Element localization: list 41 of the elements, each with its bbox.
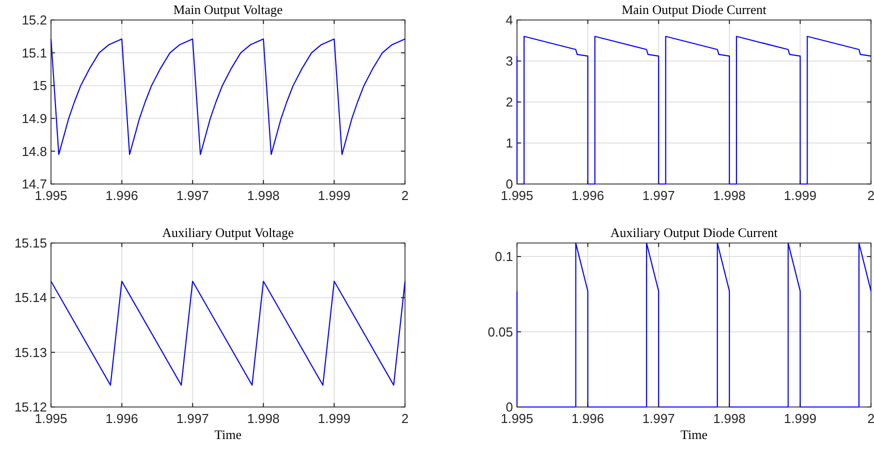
y-tick-label: 15 (32, 78, 47, 94)
chart-title: Auxiliary Output Diode Current (610, 225, 778, 240)
x-tick-label: 1.997 (642, 188, 675, 203)
y-tick-label: 0.05 (488, 324, 513, 340)
x-tick-label: 1.999 (784, 188, 816, 203)
y-tick-label: 3 (506, 54, 513, 69)
x-tick-label: 1.997 (176, 188, 209, 203)
y-tick-label: 15.2 (22, 12, 47, 28)
y-tick-label: 2 (506, 94, 513, 110)
y-tick-label: 4 (506, 12, 513, 28)
x-axis-title: Time (680, 427, 708, 442)
x-tick-label: 2 (401, 188, 409, 203)
y-tick-label: 15.14 (14, 290, 47, 306)
y-tick-label: 14.9 (22, 110, 47, 126)
x-tick-label: 2 (867, 411, 874, 426)
x-tick-label: 2 (867, 188, 874, 203)
y-tick-label: 15.13 (14, 344, 47, 360)
y-tick-label: 15.1 (22, 45, 47, 60)
x-tick-label: 1.996 (106, 188, 138, 203)
y-tick-label: 0.1 (494, 249, 513, 264)
y-tick-label: 1 (506, 136, 513, 151)
x-tick-label: 1.999 (318, 411, 350, 426)
x-tick-label: 2 (401, 411, 409, 426)
x-tick-label: 1.998 (713, 188, 746, 203)
y-tick-label: 14.8 (22, 144, 47, 159)
x-tick-label: 1.996 (106, 411, 138, 426)
chart-title: Main Output Diode Current (622, 2, 767, 17)
x-tick-label: 1.997 (642, 411, 675, 426)
x-tick-label: 1.997 (176, 411, 209, 426)
chart-title: Auxiliary Output Voltage (162, 225, 294, 240)
x-tick-label: 1.998 (247, 188, 280, 203)
line-series (50, 38, 406, 156)
x-tick-label: 1.996 (572, 188, 604, 203)
x-tick-label: 1.998 (247, 411, 280, 426)
y-tick-label: 15.15 (14, 236, 47, 251)
x-axis-title: Time (214, 427, 242, 442)
x-tick-label: 1.999 (318, 188, 350, 203)
x-tick-label: 1.996 (572, 411, 604, 426)
chart-title: Main Output Voltage (173, 2, 283, 17)
x-tick-label: 1.998 (713, 411, 746, 426)
x-tick-label: 1.999 (784, 411, 816, 426)
